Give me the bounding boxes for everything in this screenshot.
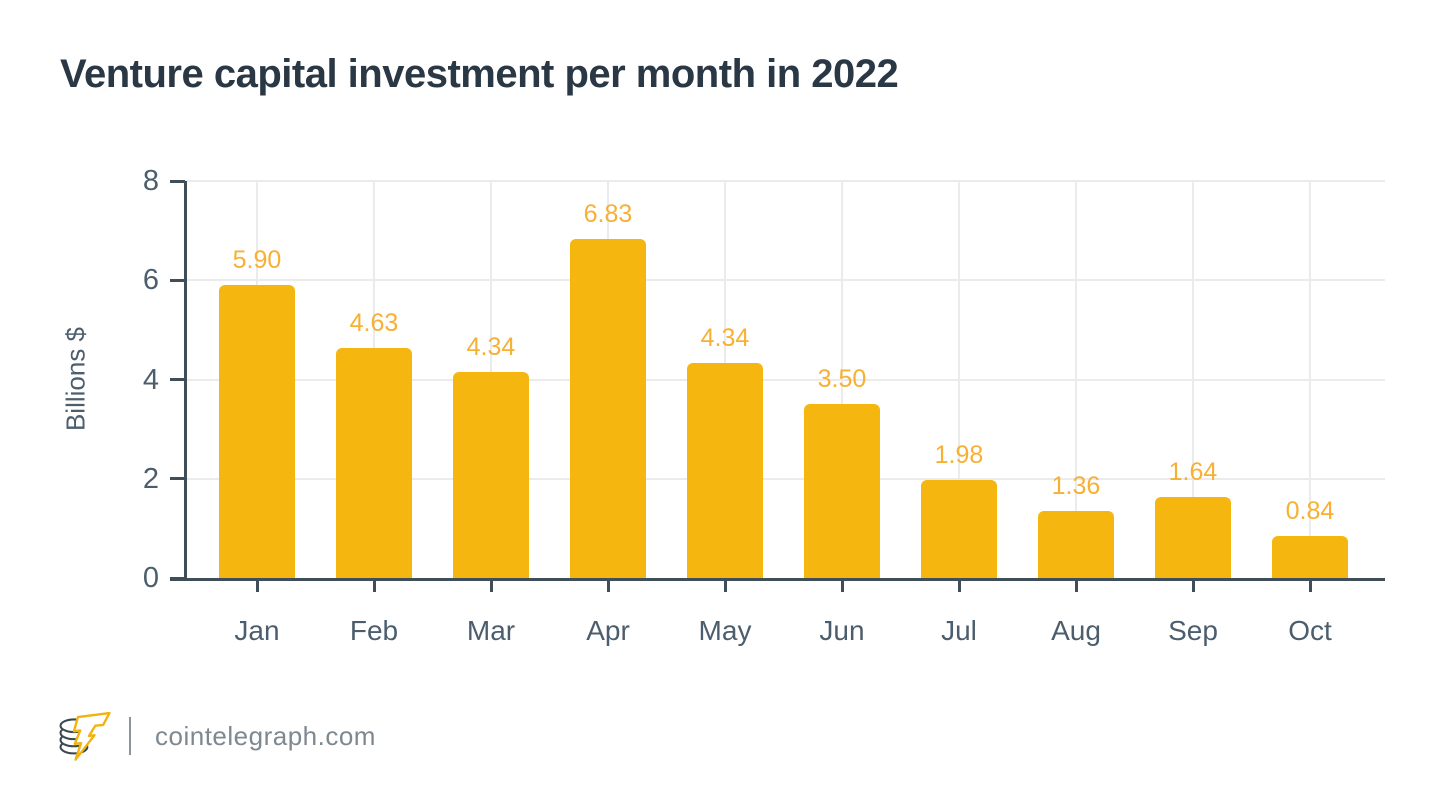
x-tick-label: Sep [1168,615,1218,646]
x-tick [489,581,493,592]
x-tick [1074,581,1078,592]
bar-value-label: 5.90 [232,246,282,275]
bar-chart: Billions $ 0 2 4 6 8 5.90 Jan 4.63 Feb 4.34 Mar 6.8… [60,165,1385,646]
y-tick-label: 0 [142,562,159,594]
x-tick-label: Oct [1288,615,1332,646]
bar-mar [453,372,529,578]
bar-apr [570,239,646,578]
cointelegraph-logo [59,711,111,761]
y-gridline [185,378,1385,381]
y-tick [170,477,185,481]
chart-title: Venture capital investment per month in … [60,52,899,96]
x-tick [372,581,376,592]
y-tick [170,378,185,381]
bar-jul [921,479,997,578]
y-tick-label: 4 [142,363,159,396]
y-tick [170,179,185,183]
bar-jan [219,285,295,578]
x-tick-label: Jul [941,615,977,646]
y-axis-label: Billions $ [60,326,91,432]
x-tick-label: Apr [586,615,630,646]
x-tick [606,581,610,592]
x-gridline [1309,181,1311,578]
x-tick [957,581,961,592]
y-gridline [185,180,1385,182]
bar-oct [1272,536,1348,578]
y-axis-line [184,181,187,578]
x-gridline [841,181,843,578]
bar-value-label: 4.34 [700,323,750,352]
x-tick-label: Jun [819,615,865,646]
bar-value-label: 0.84 [1285,497,1335,526]
lightning-bolt-icon [72,711,111,761]
x-gridline [958,181,960,578]
y-tick-label: 2 [142,462,159,495]
bar-value-label: 6.83 [583,200,633,229]
x-axis-line [170,578,1385,581]
bar-value-label: 1.36 [1051,471,1101,500]
y-gridline [185,477,1385,480]
x-tick [723,581,727,592]
footer-divider [129,717,131,755]
plot-area: 0 2 4 6 8 5.90 Jan 4.63 Feb 4.34 Mar 6.83 Apr 4.34 May… [143,165,1385,646]
x-tick [1191,581,1195,592]
x-tick-label: Mar [466,615,516,646]
x-tick-label: May [698,615,752,646]
x-tick [1308,581,1312,592]
footer: cointelegraph.com [55,703,376,769]
x-gridline [1192,181,1194,578]
x-gridline [1075,181,1077,578]
y-tick [170,278,185,282]
bar-jun [804,404,880,578]
bar-value-label: 3.50 [817,365,867,394]
x-tick-label: Jan [234,615,280,646]
x-tick [840,581,844,592]
bar-value-label: 1.98 [934,440,984,469]
bar-aug [1038,510,1114,578]
y-tick-label: 8 [142,165,159,197]
bar-value-label: 4.34 [466,333,516,362]
bar-value-label: 1.64 [1168,457,1218,486]
y-tick-label: 6 [142,264,159,297]
brand-url: cointelegraph.com [155,720,376,751]
bar-may [687,362,763,578]
bar-sep [1155,496,1231,578]
x-tick [255,581,259,592]
bar-value-label: 4.63 [349,309,399,338]
bar-feb [336,348,412,578]
y-gridline [185,279,1385,282]
x-tick-label: Aug [1051,615,1101,646]
x-tick-label: Feb [349,615,399,646]
